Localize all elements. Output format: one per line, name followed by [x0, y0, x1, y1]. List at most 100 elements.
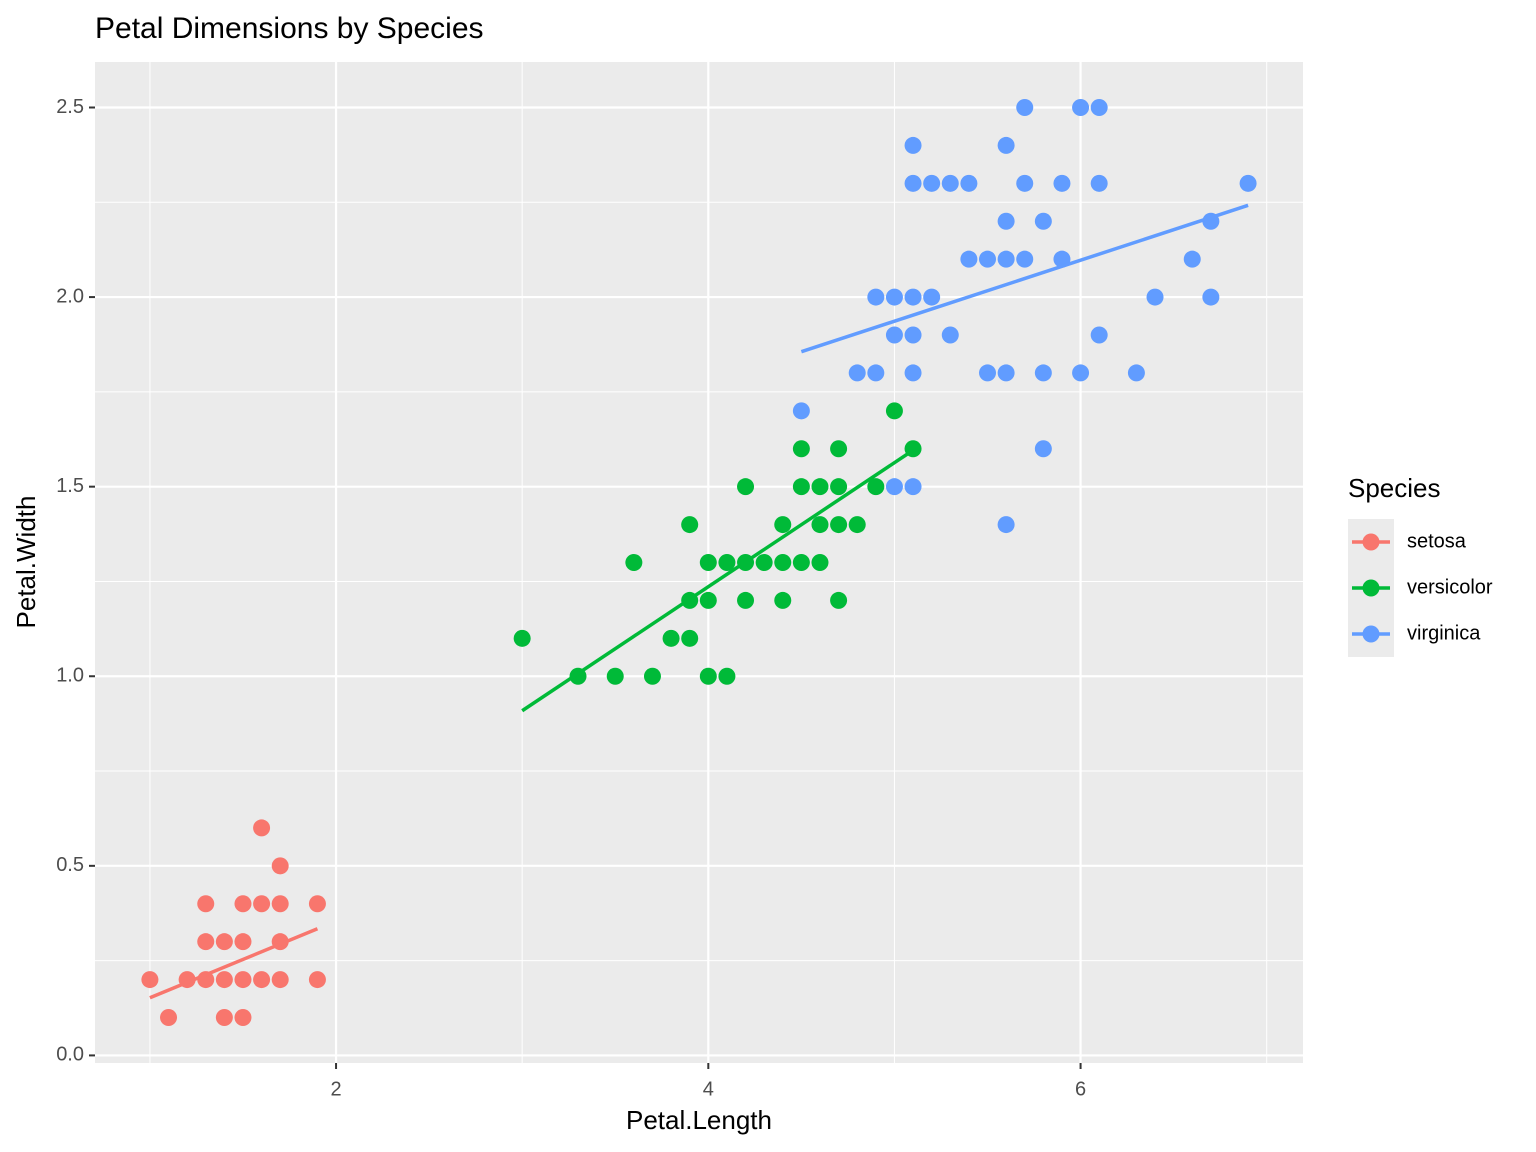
- point: [308, 971, 326, 989]
- point: [234, 1009, 252, 1026]
- point: [848, 364, 866, 382]
- point: [308, 895, 326, 913]
- point: [160, 1009, 178, 1026]
- point: [718, 667, 736, 685]
- point: [718, 554, 736, 571]
- point: [792, 402, 810, 420]
- y-tick-label: 1.5: [56, 475, 84, 497]
- point: [1034, 364, 1052, 382]
- x-tick-label: 6: [1075, 1078, 1086, 1100]
- point: [681, 516, 699, 534]
- point: [904, 174, 922, 192]
- point: [997, 250, 1015, 268]
- point: [271, 971, 289, 989]
- legend-key-point: [1362, 625, 1380, 643]
- point: [997, 212, 1015, 230]
- point: [941, 326, 959, 344]
- point: [904, 478, 922, 496]
- point: [606, 667, 624, 685]
- point: [774, 516, 792, 534]
- point: [643, 667, 661, 685]
- point: [1072, 364, 1090, 382]
- fit-line: [149, 927, 319, 1000]
- point: [1016, 250, 1034, 268]
- point: [234, 933, 252, 951]
- point: [904, 288, 922, 306]
- point: [904, 136, 922, 154]
- point: [1146, 288, 1164, 306]
- point: [737, 591, 755, 609]
- fit-line: [521, 448, 915, 713]
- point: [867, 288, 885, 306]
- point: [513, 629, 531, 647]
- point: [792, 440, 810, 458]
- point: [1202, 288, 1220, 306]
- point: [1034, 212, 1052, 230]
- point: [253, 895, 271, 913]
- legend-label: setosa: [1407, 530, 1467, 552]
- point: [830, 440, 848, 458]
- y-tick-label: 0.0: [56, 1044, 84, 1066]
- point: [885, 478, 903, 496]
- y-tick-label: 2.0: [56, 285, 84, 307]
- point: [234, 971, 252, 989]
- point: [1034, 440, 1052, 458]
- point: [1239, 174, 1257, 192]
- point: [979, 364, 997, 382]
- point: [271, 895, 289, 913]
- point: [960, 250, 978, 268]
- point: [997, 364, 1015, 382]
- point: [197, 933, 215, 951]
- point: [215, 971, 233, 989]
- point: [197, 895, 215, 913]
- point: [885, 288, 903, 306]
- point: [215, 933, 233, 951]
- y-tick-label: 2.5: [56, 96, 84, 118]
- point: [923, 174, 941, 192]
- point: [792, 478, 810, 496]
- point: [681, 629, 699, 647]
- y-axis-label: Petal.Width: [11, 496, 41, 629]
- y-tick-label: 0.5: [56, 854, 84, 876]
- point: [997, 516, 1015, 534]
- point: [625, 554, 643, 571]
- y-tick-label: 1.0: [56, 665, 84, 687]
- point: [1090, 174, 1108, 192]
- point: [848, 516, 866, 534]
- point: [755, 554, 773, 571]
- point: [271, 857, 289, 875]
- panel: [95, 62, 1303, 1063]
- point: [830, 478, 848, 496]
- point: [885, 326, 903, 344]
- point: [997, 136, 1015, 154]
- point: [699, 667, 717, 685]
- x-tick-label: 2: [330, 1078, 341, 1100]
- point: [867, 364, 885, 382]
- point: [867, 478, 885, 496]
- point: [830, 591, 848, 609]
- legend-label: versicolor: [1407, 576, 1493, 598]
- point: [1183, 250, 1201, 268]
- point: [1127, 364, 1145, 382]
- point: [904, 364, 922, 382]
- point: [141, 971, 159, 989]
- point: [979, 250, 997, 268]
- fit-line: [800, 203, 1249, 354]
- point: [923, 288, 941, 306]
- point: [699, 591, 717, 609]
- point: [699, 554, 717, 571]
- point: [253, 971, 271, 989]
- legend-title: Species: [1348, 473, 1441, 503]
- point: [885, 402, 903, 420]
- point: [811, 554, 829, 571]
- point: [960, 174, 978, 192]
- point: [1016, 174, 1034, 192]
- x-axis-label: Petal.Length: [626, 1105, 772, 1135]
- chart-title: Petal Dimensions by Species: [95, 12, 484, 45]
- point: [1053, 174, 1071, 192]
- legend-key-point: [1362, 579, 1380, 597]
- point: [253, 819, 271, 837]
- point: [774, 554, 792, 571]
